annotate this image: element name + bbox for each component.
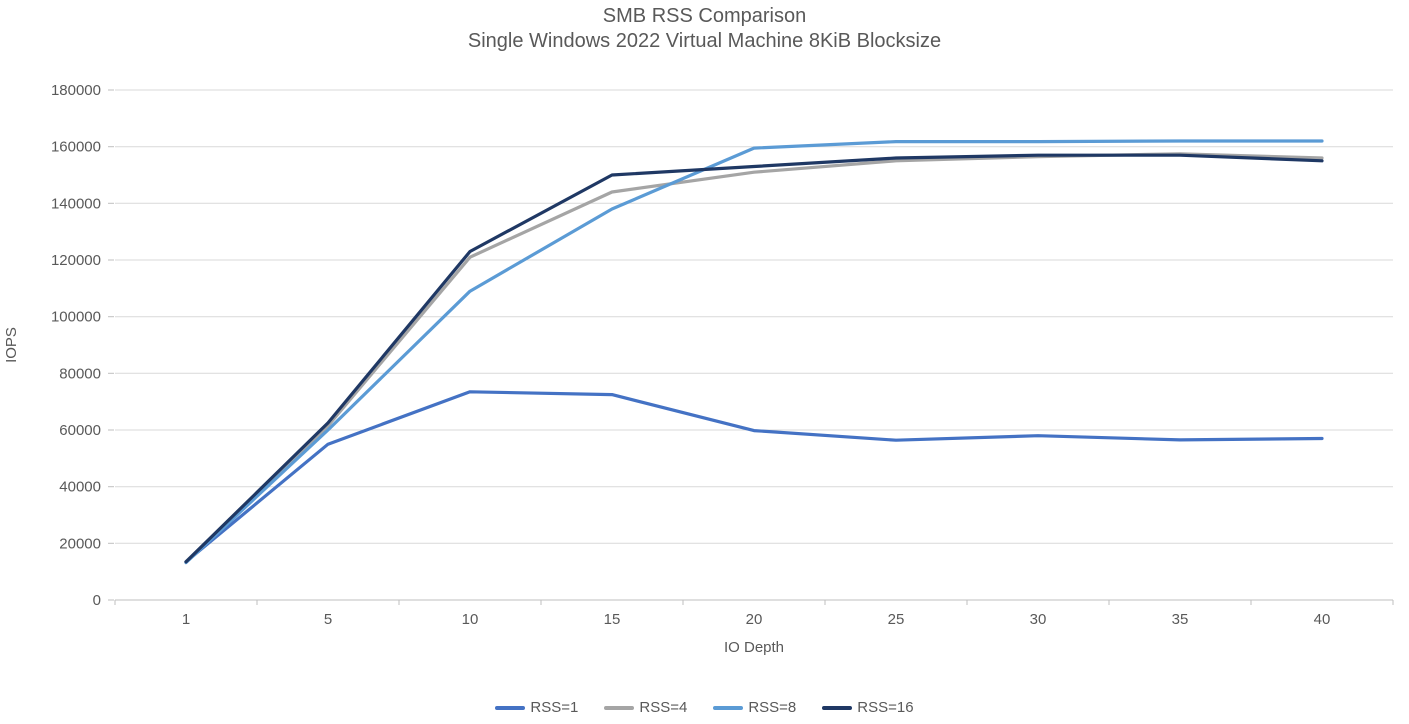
x-tick-label: 35 — [1172, 611, 1189, 628]
gridlines-group — [108, 89, 1394, 605]
legend-item-rss-1: RSS=1 — [495, 699, 578, 716]
legend-swatch — [713, 705, 744, 710]
y-axis-label: IOPS — [3, 327, 20, 363]
series-line-rss-16 — [184, 153, 1324, 564]
chart-subtitle: Single Windows 2022 Virtual Machine 8KiB… — [467, 30, 942, 52]
legend-swatch — [604, 705, 635, 710]
legend-swatch — [822, 705, 853, 710]
y-tick-label: 0 — [93, 592, 101, 609]
series-line-rss-1 — [184, 390, 1324, 564]
y-tick-label: 180000 — [51, 82, 101, 99]
x-tick-label: 10 — [462, 611, 479, 628]
series-line-rss-4 — [184, 152, 1324, 564]
x-tick-label: 30 — [1030, 611, 1047, 628]
chart-title: SMB RSS Comparison — [602, 5, 807, 27]
x-axis-label: IO Depth — [724, 639, 784, 656]
series-line-rss-8 — [184, 139, 1324, 565]
y-tick-label: 20000 — [59, 535, 101, 552]
legend-item-rss-16: RSS=16 — [822, 699, 914, 716]
x-tick-label: 5 — [324, 611, 332, 628]
series-group — [184, 139, 1324, 565]
x-tick-label: 15 — [604, 611, 621, 628]
legend-label: RSS=4 — [639, 699, 688, 716]
legend-item-rss-8: RSS=8 — [713, 699, 796, 716]
x-tick-label: 1 — [182, 611, 190, 628]
legend-swatch — [495, 705, 526, 710]
legend-label: RSS=1 — [530, 699, 579, 716]
x-tick-label: 25 — [888, 611, 905, 628]
legend-label: RSS=16 — [857, 699, 914, 716]
x-tick-label: 20 — [746, 611, 763, 628]
y-tick-label: 80000 — [59, 365, 101, 382]
y-tick-label: 120000 — [51, 252, 101, 269]
y-tick-label: 100000 — [51, 309, 101, 326]
legend-label: RSS=8 — [748, 699, 797, 716]
y-tick-label: 40000 — [59, 479, 101, 496]
x-tick-label: 40 — [1314, 611, 1331, 628]
tick-labels-group: 0 20000 40000 60000 80000 100000 120000 140000 1… — [51, 82, 1330, 628]
y-tick-label: 160000 — [51, 139, 101, 156]
legend-item-rss-4: RSS=4 — [604, 699, 687, 716]
y-tick-label: 140000 — [51, 195, 101, 212]
legend: RSS=1 RSS=4 RSS=8 RSS=16 — [0, 699, 1409, 716]
y-tick-label: 60000 — [59, 422, 101, 439]
